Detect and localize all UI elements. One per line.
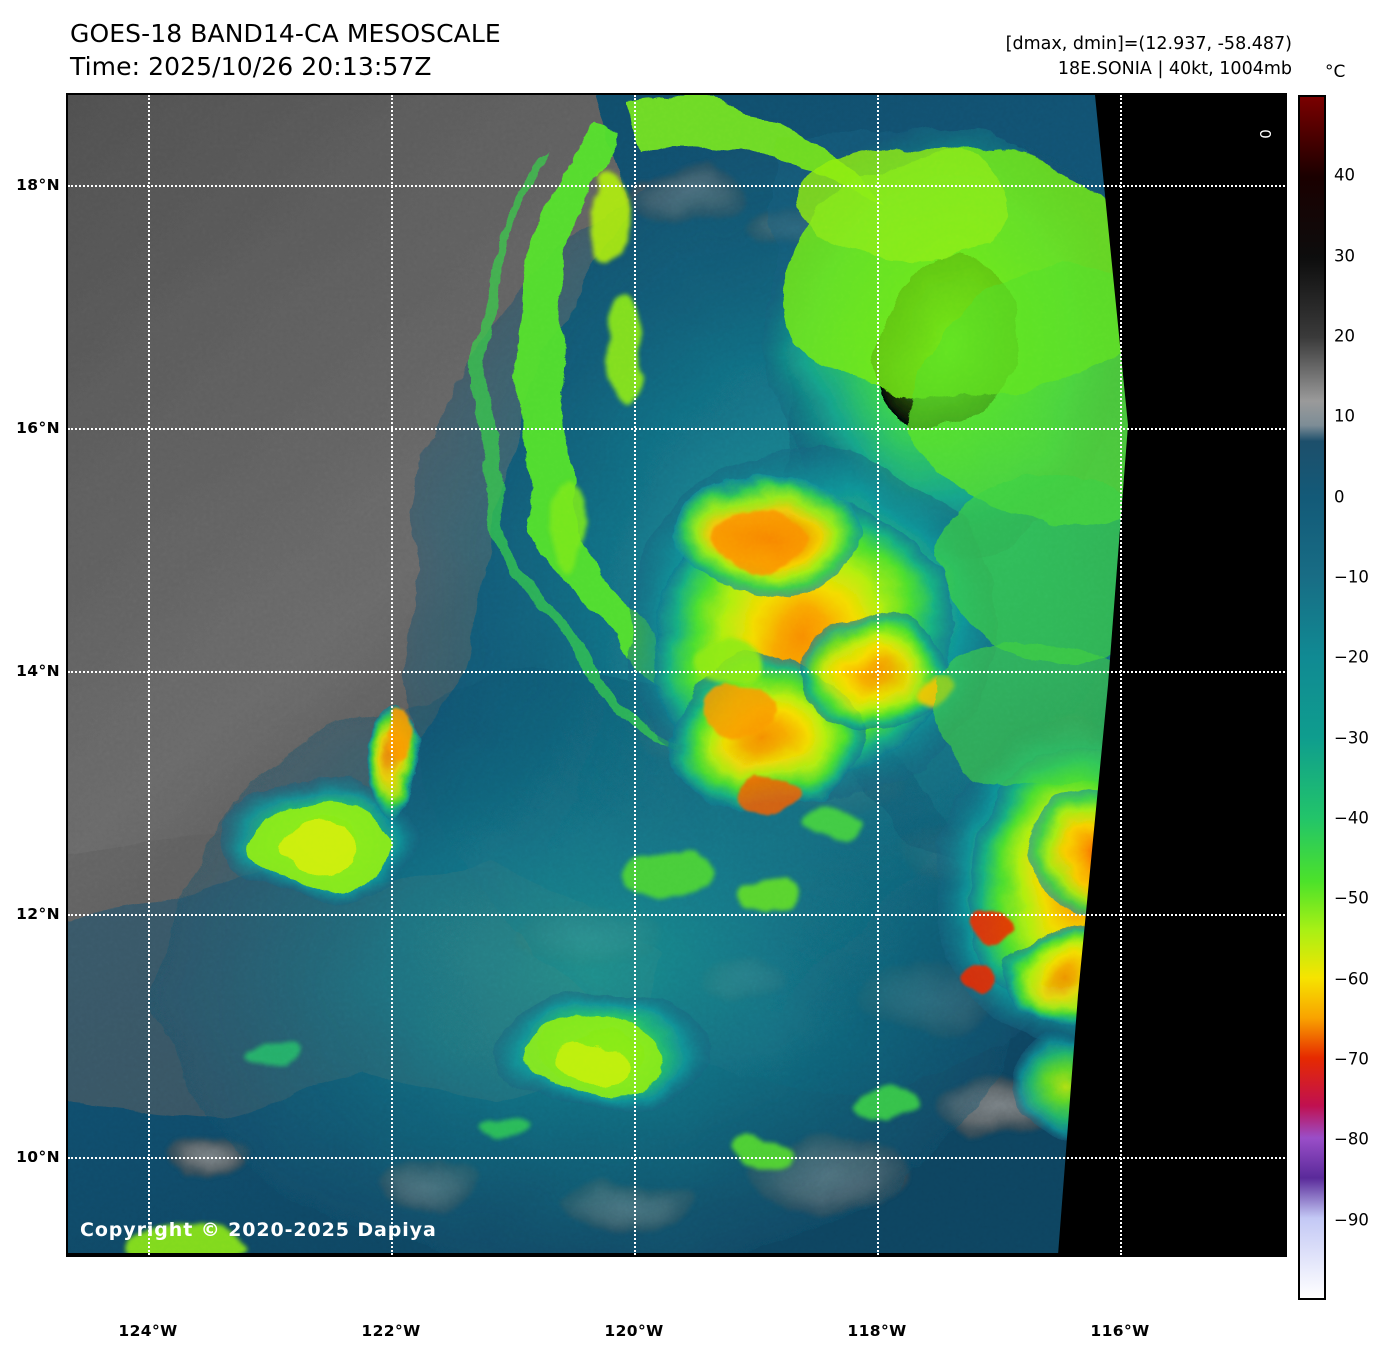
colorbar-tick-minus50: −50 [1334,888,1369,908]
colorbar-tick-minus10: −10 [1334,567,1369,587]
page-title: GOES-18 BAND14-CA MESOSCALE [70,19,501,48]
colorbar-unit-label: °C [1325,62,1346,82]
ytick-label-12n: 12°N [16,905,60,923]
xtick-label-116w: 116°W [1090,1322,1150,1340]
satellite-imagery [68,95,1285,1255]
ytick-label-14n: 14°N [16,662,60,680]
satellite-image-plot[interactable]: 0 Copyright © 2020-2025 Dapiya [68,95,1285,1255]
colorbar-tick-minus40: −40 [1334,808,1369,828]
ytick-label-18n: 18°N [16,176,60,194]
zero-annotation: 0 [1256,129,1275,139]
colorbar[interactable] [1298,95,1326,1300]
timestamp-label: Time: 2025/10/26 20:13:57Z [70,51,432,81]
colorbar-tick-minus80: −80 [1334,1129,1369,1149]
ytick-label-10n: 10°N [16,1148,60,1166]
colorbar-tick-0: 0 [1334,487,1345,507]
xtick-label-122w: 122°W [361,1322,421,1340]
xtick-label-118w: 118°W [847,1322,907,1340]
xtick-label-120w: 120°W [604,1322,664,1340]
colorbar-tick-minus60: −60 [1334,969,1369,989]
storm-info-label: 18E.SONIA | 40kt, 1004mb [1057,59,1292,80]
colorbar-tick-minus90: −90 [1334,1210,1369,1230]
colorbar-tick-minus70: −70 [1334,1049,1369,1069]
title-block: GOES-18 BAND14-CA MESOSCALE Time: 2025/1… [70,18,501,83]
ytick-label-16n: 16°N [16,419,60,437]
xtick-label-124w: 124°W [118,1322,178,1340]
copyright-label: Copyright © 2020-2025 Dapiya [80,1219,437,1241]
colorbar-tick-20: 20 [1334,326,1355,346]
colorbar-gradient [1300,97,1324,1298]
colorbar-tick-30: 30 [1334,246,1355,266]
colorbar-tick-10: 10 [1334,406,1355,426]
colorbar-tick-minus20: −20 [1334,647,1369,667]
metadata-block: [dmax, dmin]=(12.937, -58.487) 18E.SONIA… [1006,32,1292,83]
data-range-label: [dmax, dmin]=(12.937, -58.487) [1005,34,1292,54]
colorbar-tick-40: 40 [1334,165,1355,185]
colorbar-tick-minus30: −30 [1334,728,1369,748]
